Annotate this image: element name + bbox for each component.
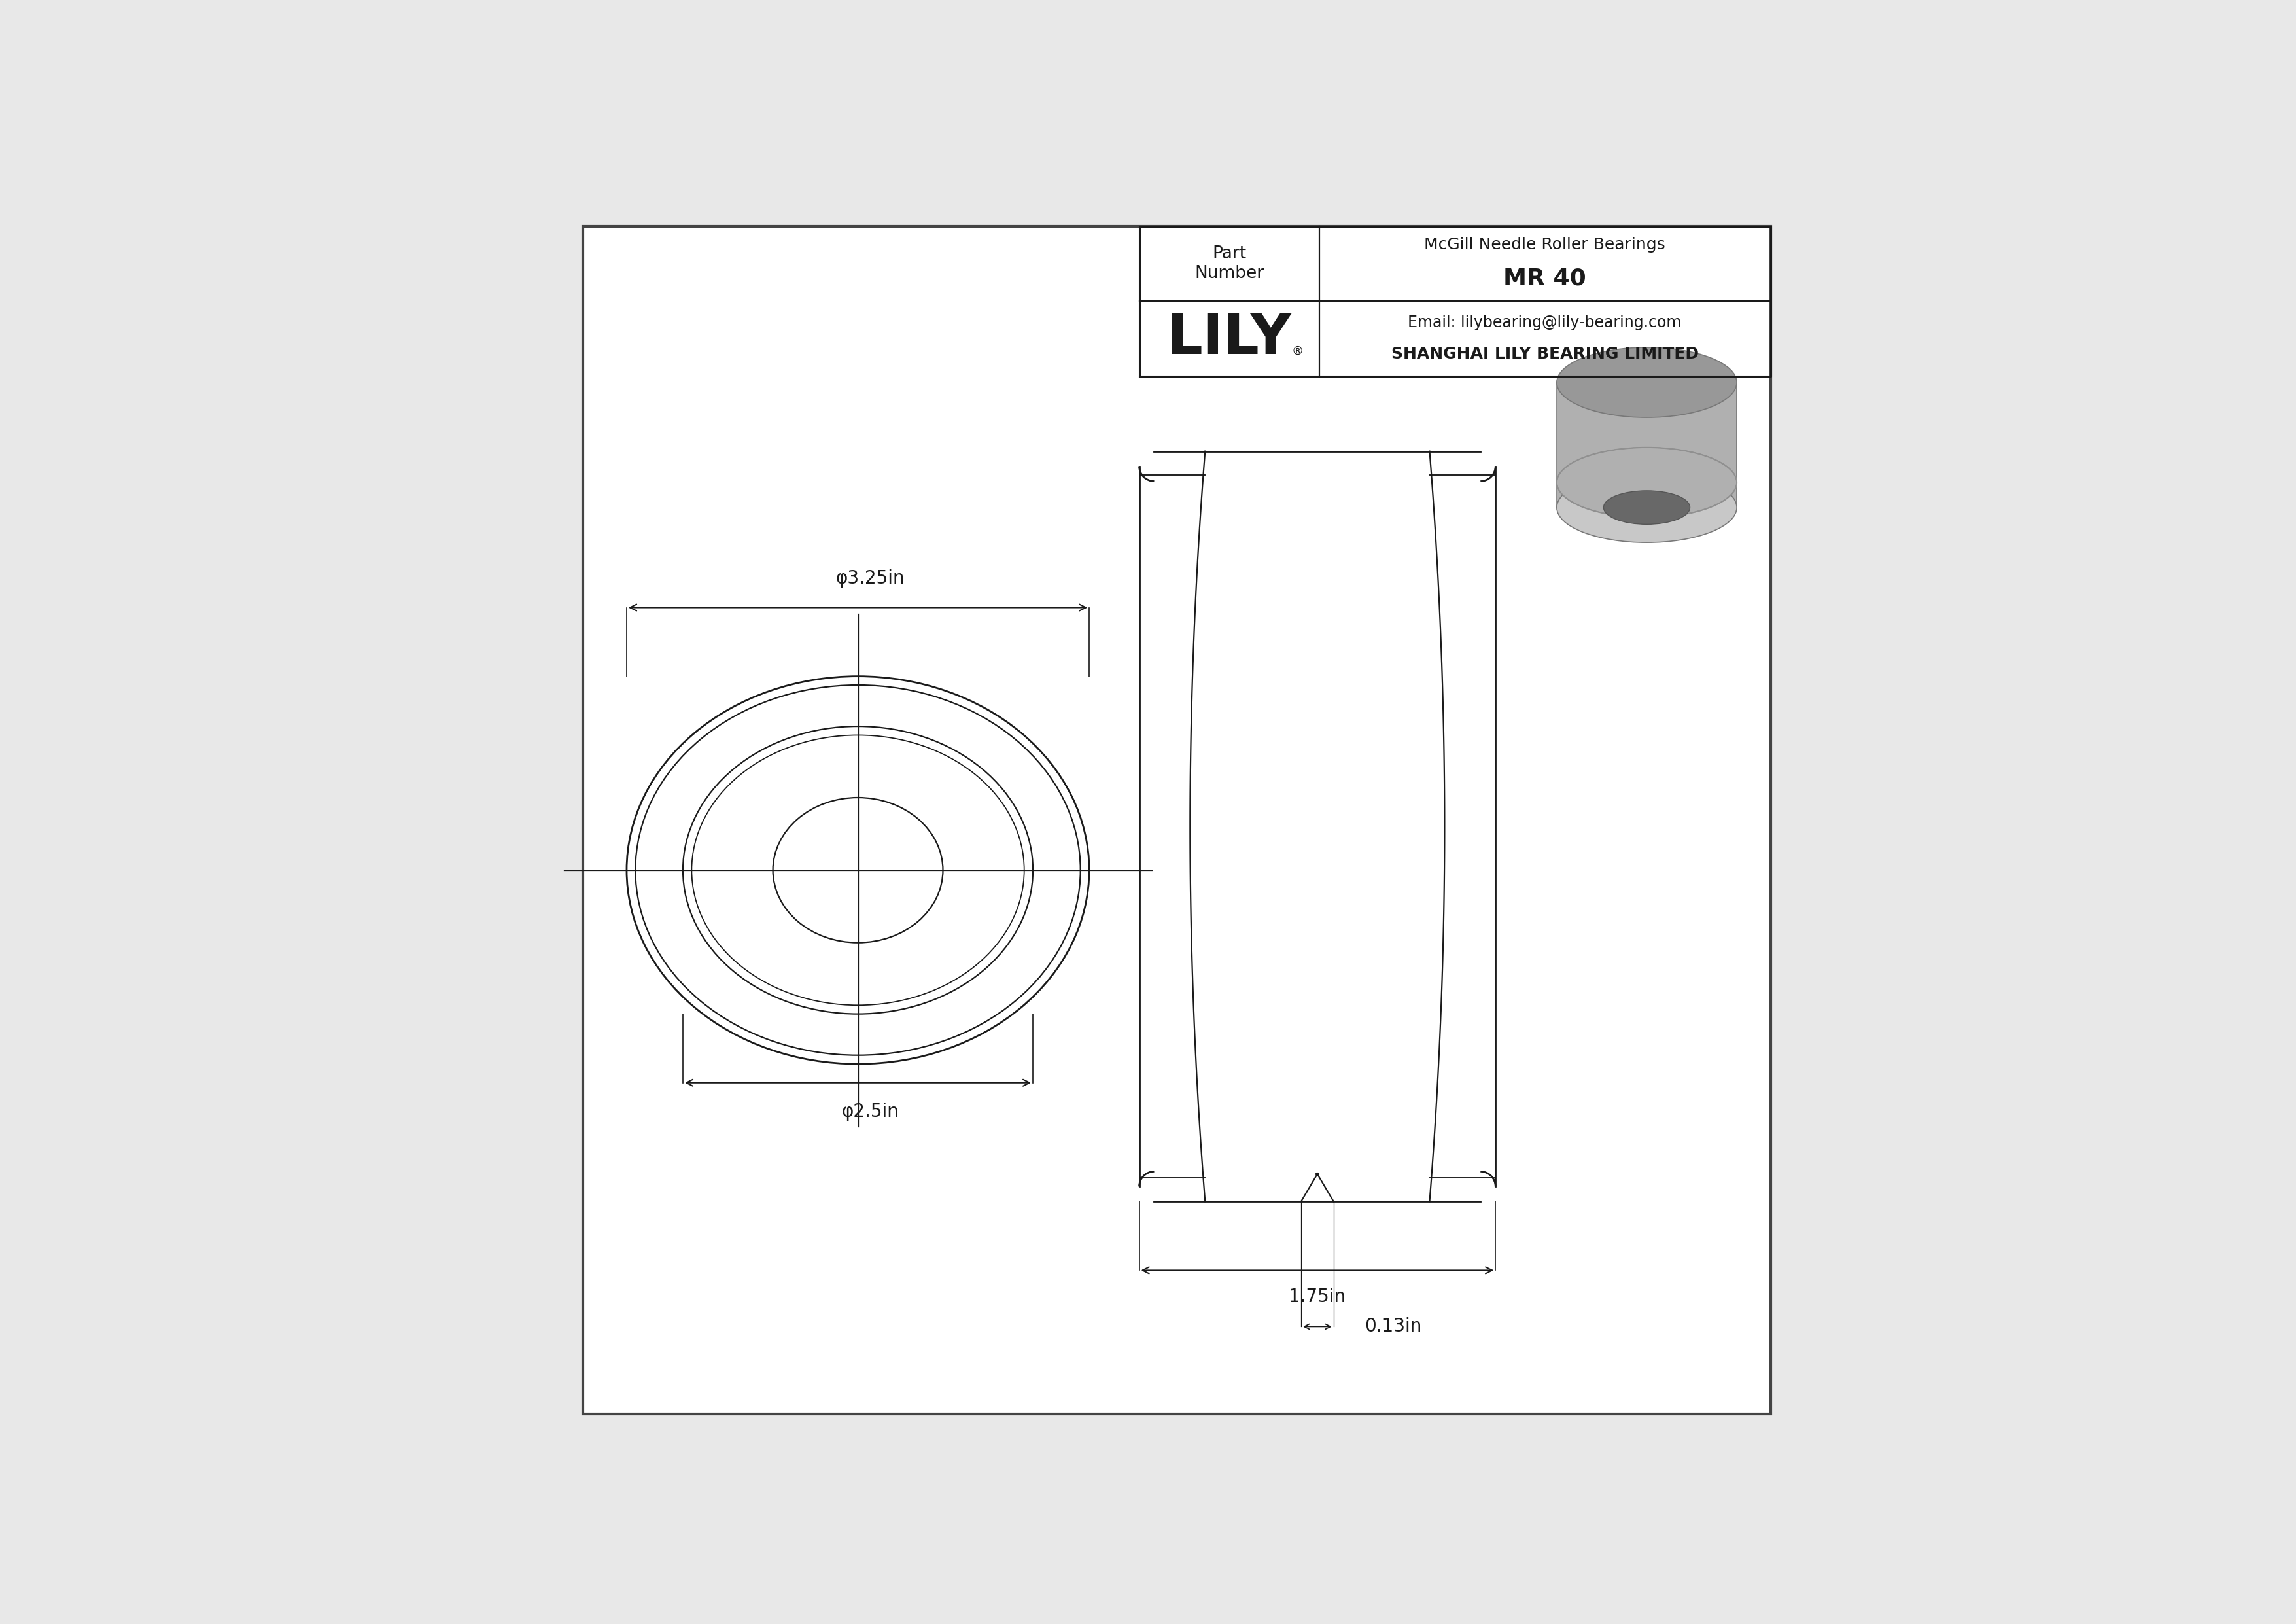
Ellipse shape (1557, 473, 1736, 542)
Text: MR 40: MR 40 (1504, 268, 1587, 289)
Ellipse shape (1316, 1173, 1320, 1176)
Text: 1.75in: 1.75in (1288, 1288, 1345, 1306)
Text: ®: ® (1293, 346, 1304, 357)
Ellipse shape (1557, 448, 1736, 518)
Text: φ2.5in: φ2.5in (843, 1103, 900, 1121)
Text: Part
Number: Part Number (1194, 245, 1263, 283)
Text: 0.13in: 0.13in (1364, 1317, 1421, 1335)
Ellipse shape (1557, 348, 1736, 417)
Text: Email: lilybearing@lily-bearing.com: Email: lilybearing@lily-bearing.com (1407, 315, 1681, 330)
Bar (1557, 383, 1736, 507)
Text: φ3.25in: φ3.25in (836, 568, 905, 588)
Text: LILY: LILY (1166, 312, 1293, 365)
Text: SHANGHAI LILY BEARING LIMITED: SHANGHAI LILY BEARING LIMITED (1391, 346, 1699, 362)
Ellipse shape (1603, 490, 1690, 525)
Text: McGill Needle Roller Bearings: McGill Needle Roller Bearings (1424, 237, 1665, 253)
